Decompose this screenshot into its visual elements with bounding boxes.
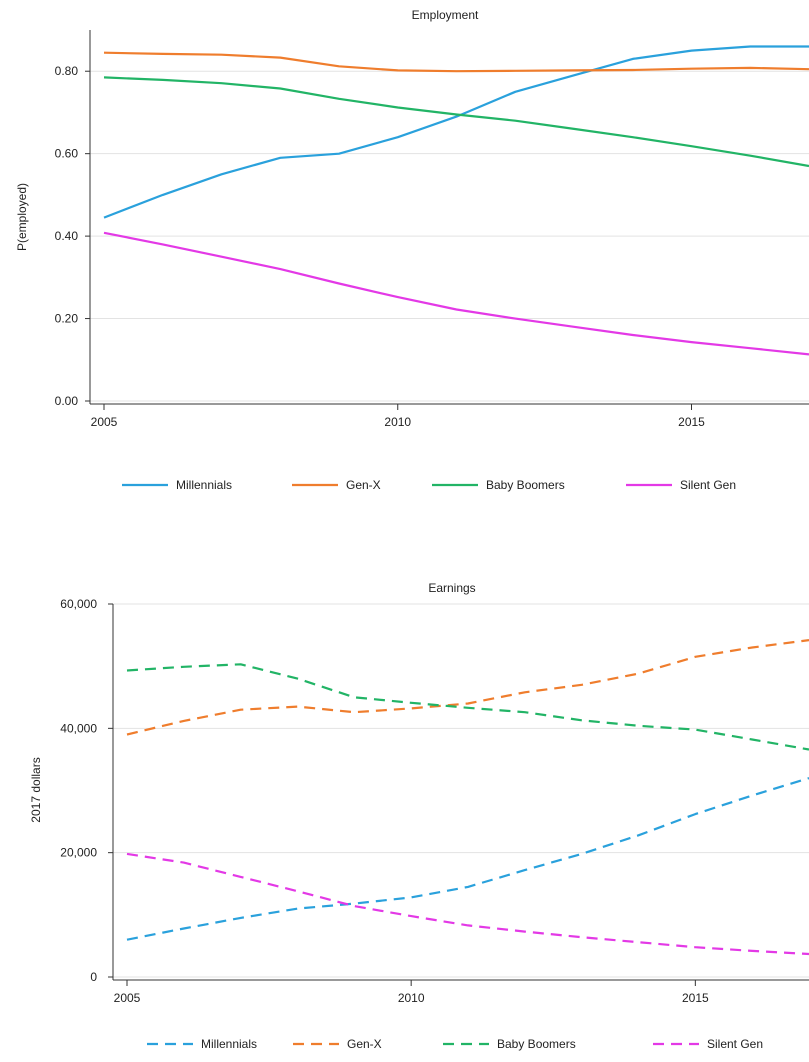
series-line-millennials xyxy=(126,777,809,941)
series-line-silent-gen xyxy=(126,852,809,956)
series-line-baby-boomers xyxy=(103,76,809,168)
chart-title: Earnings xyxy=(428,581,475,595)
y-tick-label: 0.20 xyxy=(55,312,79,326)
series-line-baby-boomers xyxy=(126,663,809,751)
x-tick-label: 2015 xyxy=(678,415,705,429)
series-line-gen-x xyxy=(103,51,809,73)
axes xyxy=(108,603,809,986)
y-tick-label: 60,000 xyxy=(60,597,97,611)
y-tick-labels: 0.00 0.20 0.40 0.60 0.80 xyxy=(55,64,79,408)
legend-label-silent-gen: Silent Gen xyxy=(680,478,736,492)
employment-chart: Employment P(employed) 0.000.200.400.600… xyxy=(15,8,809,492)
chart-title: Employment xyxy=(412,8,479,22)
x-tick-label: 2005 xyxy=(114,991,141,1005)
series-line-gen-x xyxy=(126,639,809,736)
y-tick-labels: 0 20,000 40,000 60,000 xyxy=(60,597,97,984)
legend-label-silent-gen: Silent Gen xyxy=(707,1037,763,1051)
axes xyxy=(85,30,809,410)
legend-label-gen-x: Gen-X xyxy=(347,1037,382,1051)
x-tick-labels: 2005 2010 2015 xyxy=(114,991,709,1005)
y-tick-label: 0.60 xyxy=(55,147,79,161)
y-tick-label: 40,000 xyxy=(60,721,97,735)
y-tick-label: 20,000 xyxy=(60,846,97,860)
x-tick-labels: 2005 2010 2015 xyxy=(91,415,706,429)
series-line-millennials xyxy=(103,45,809,219)
y-tick-label: 0 xyxy=(90,970,97,984)
y-axis-label: P(employed) xyxy=(15,183,29,251)
legend-label-millennials: Millennials xyxy=(176,478,232,492)
legend-label-baby-boomers: Baby Boomers xyxy=(497,1037,576,1051)
x-tick-label: 2010 xyxy=(398,991,425,1005)
y-tick-label: 0.00 xyxy=(55,394,79,408)
x-tick-label: 2015 xyxy=(682,991,709,1005)
y-tick-label: 0.80 xyxy=(55,64,79,78)
grid-lines xyxy=(113,603,809,978)
legend-label-baby-boomers: Baby Boomers xyxy=(486,478,565,492)
y-axis-label: 2017 dollars xyxy=(29,757,43,822)
series-lines xyxy=(126,639,809,956)
series-line-silent-gen xyxy=(103,231,809,356)
earnings-chart: Earnings 2017 dollars 0 20,000 40,000 60,00… xyxy=(29,581,809,1051)
legend-label-millennials: Millennials xyxy=(201,1037,257,1051)
x-tick-label: 2005 xyxy=(91,415,118,429)
legend: Millennials Gen-X Baby Boomers Silent Gen xyxy=(147,1037,763,1051)
y-tick-label: 0.40 xyxy=(55,229,79,243)
x-tick-label: 2010 xyxy=(384,415,411,429)
legend-label-gen-x: Gen-X xyxy=(346,478,381,492)
legend: Millennials Gen-X Baby Boomers Silent Gen xyxy=(122,478,736,492)
series-lines xyxy=(103,45,809,356)
